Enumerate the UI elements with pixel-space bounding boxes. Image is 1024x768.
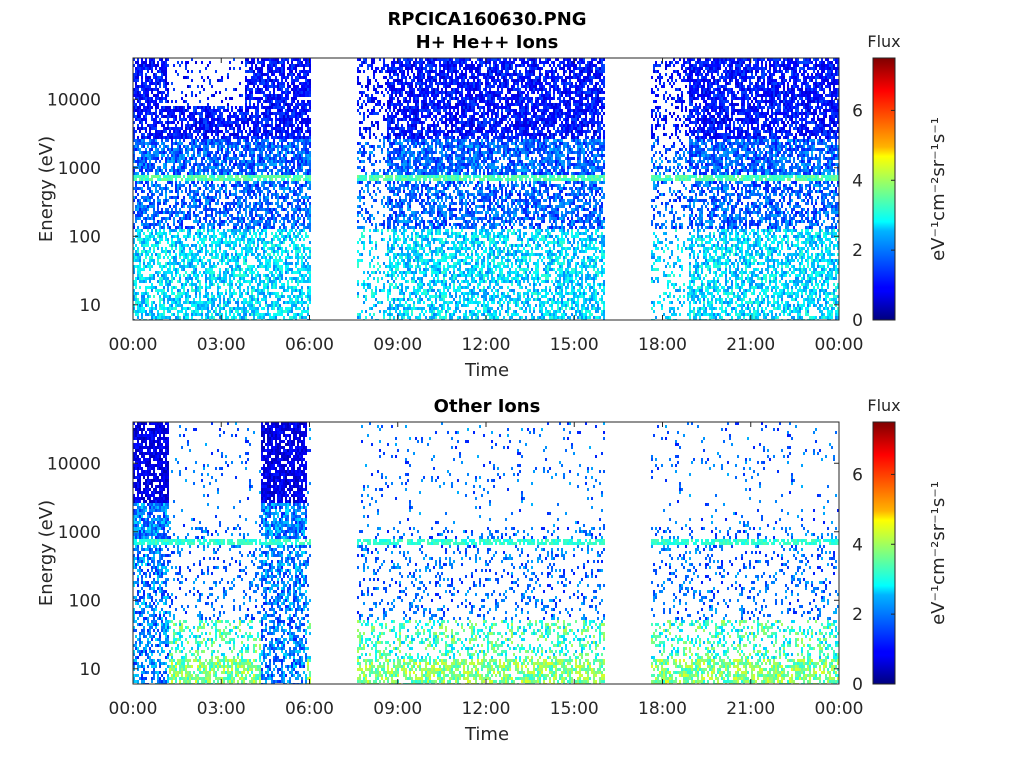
- x-axis-label: Time: [464, 360, 509, 381]
- x-tick-label: 00:00: [815, 699, 864, 719]
- x-axis: 00:00 03:00 06:00 09:00 12:00 15:00 18:00 21:00…: [109, 58, 864, 355]
- panel-title: Other Ions: [434, 396, 541, 417]
- colorbar-title: Flux: [867, 32, 900, 51]
- x-tick-label: 09:00: [373, 699, 422, 719]
- x-tick-label: 18:00: [638, 699, 687, 719]
- x-tick-label: 06:00: [285, 699, 334, 719]
- y-axis-label: Energy (eV): [36, 500, 57, 606]
- y-tick-label: 10: [79, 296, 101, 316]
- x-tick-label: 00:00: [109, 699, 158, 719]
- x-tick-label: 15:00: [550, 699, 599, 719]
- colorbar-gradient: [872, 57, 896, 321]
- panel-title: H+ He++ Ions: [416, 32, 559, 53]
- colorbar-tick-label: 6: [852, 101, 863, 121]
- plot-frame: [132, 421, 840, 685]
- x-axis: 00:00 03:00 06:00 09:00 12:00 15:00 18:00 21:00…: [109, 422, 864, 719]
- colorbar-tick-label: 6: [852, 465, 863, 485]
- spectrogram-h-he-ions: [133, 58, 839, 320]
- colorbar-tick-label: 2: [852, 241, 863, 261]
- y-tick-label: 100: [69, 227, 101, 247]
- colorbar-tick-label: 0: [852, 311, 863, 331]
- y-tick-label: 1000: [58, 523, 101, 543]
- x-tick-label: 15:00: [550, 335, 599, 355]
- x-axis-label: Time: [464, 724, 509, 745]
- figure-title: RPCICA160630.PNG: [387, 9, 586, 30]
- colorbar-ticks: 0 2 4 6: [852, 101, 895, 331]
- colorbar: Flux 0 2 4 6 eV⁻¹cm⁻²sr⁻¹s⁻¹: [852, 32, 949, 331]
- y-axis-label: Energy (eV): [36, 136, 57, 242]
- y-tick-label: 10000: [47, 90, 101, 110]
- colorbar: Flux 0 2 4 6 eV⁻¹cm⁻²sr⁻¹s⁻¹: [852, 396, 949, 695]
- x-tick-label: 00:00: [815, 335, 864, 355]
- x-tick-label: 21:00: [726, 335, 775, 355]
- colorbar-tick-label: 4: [852, 535, 863, 555]
- colorbar-ticks: 0 2 4 6: [852, 465, 895, 695]
- x-tick-label: 18:00: [638, 335, 687, 355]
- colorbar-gradient: [872, 421, 896, 685]
- colorbar-title: Flux: [867, 396, 900, 415]
- x-tick-label: 21:00: [726, 699, 775, 719]
- x-tick-label: 12:00: [462, 335, 511, 355]
- y-tick-label: 10: [79, 660, 101, 680]
- x-tick-label: 03:00: [197, 335, 246, 355]
- y-axis: 10 100 1000 10000: [47, 90, 839, 316]
- colorbar-tick-label: 2: [852, 605, 863, 625]
- colorbar-label: eV⁻¹cm⁻²sr⁻¹s⁻¹: [928, 117, 949, 261]
- x-tick-label: 06:00: [285, 335, 334, 355]
- x-tick-label: 00:00: [109, 335, 158, 355]
- x-tick-label: 03:00: [197, 699, 246, 719]
- y-tick-label: 10000: [47, 454, 101, 474]
- y-tick-label: 100: [69, 591, 101, 611]
- colorbar-tick-label: 4: [852, 171, 863, 191]
- x-tick-label: 12:00: [462, 699, 511, 719]
- y-tick-label: 1000: [58, 159, 101, 179]
- spectrogram-other-ions: [133, 422, 839, 684]
- colorbar-tick-label: 0: [852, 675, 863, 695]
- colorbar-label: eV⁻¹cm⁻²sr⁻¹s⁻¹: [928, 481, 949, 625]
- y-axis: 10 100 1000 10000: [47, 454, 839, 680]
- panel-h-he-ions: H+ He++ Ions 00:00 03:00 06:00 09:00 12:00 15…: [36, 32, 949, 381]
- x-tick-label: 09:00: [373, 335, 422, 355]
- panel-other-ions: Other Ions 00:00 03:00 06:00 09:00 12:00 15:0…: [36, 396, 949, 745]
